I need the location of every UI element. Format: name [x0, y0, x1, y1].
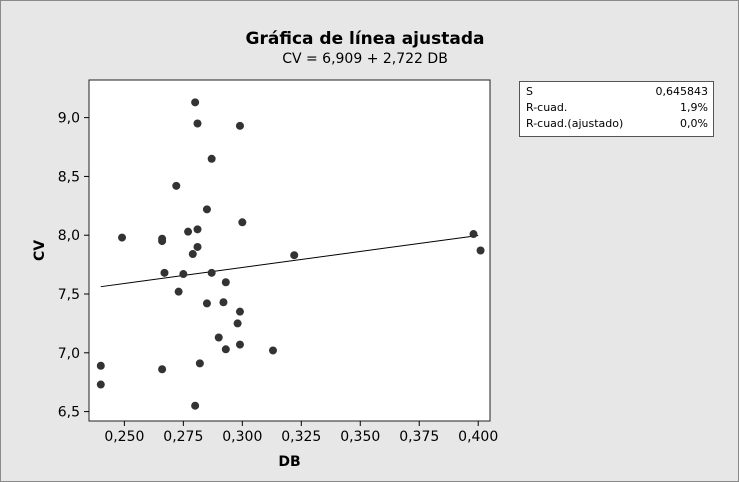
data-point — [193, 119, 202, 128]
stats-box: S 0,645843 R-cuad. 1,9% R-cuad.(ajustado… — [519, 81, 714, 137]
data-point — [184, 227, 193, 236]
data-point — [207, 154, 216, 163]
data-point — [96, 380, 105, 389]
fit-line — [100, 234, 479, 288]
data-point — [290, 251, 299, 260]
data-point — [172, 181, 181, 190]
stat-row-s: S 0,645843 — [526, 84, 708, 100]
x-tick-label: 0,275 — [163, 429, 203, 445]
data-point — [188, 250, 197, 259]
data-point — [235, 121, 244, 130]
data-point — [193, 225, 202, 234]
data-point — [221, 345, 230, 354]
chart-title: Gráfica de línea ajustada — [245, 29, 485, 49]
x-axis-label: DB — [278, 454, 300, 470]
data-point — [179, 270, 188, 279]
data-point — [469, 230, 478, 239]
stat-value: 0,0% — [680, 117, 708, 130]
data-point — [118, 233, 127, 242]
data-point — [158, 234, 167, 243]
data-point — [191, 401, 200, 410]
data-point — [202, 299, 211, 308]
y-tick-label: 7,0 — [58, 346, 80, 362]
x-tick-label: 0,250 — [104, 429, 144, 445]
stat-label: S — [526, 85, 533, 98]
data-point — [233, 319, 242, 328]
x-tick-label: 0,300 — [222, 429, 262, 445]
data-point — [207, 268, 216, 277]
stat-label: R-cuad.(ajustado) — [526, 117, 624, 130]
data-point — [158, 365, 167, 374]
y-tick-label: 8,0 — [58, 228, 80, 244]
x-tick-label: 0,325 — [281, 429, 321, 445]
data-point — [219, 298, 228, 307]
data-point — [235, 307, 244, 316]
x-tick-label: 0,350 — [340, 429, 380, 445]
stat-row-r-sq-adj: R-cuad.(ajustado) 0,0% — [526, 116, 708, 132]
plot-area — [88, 79, 491, 422]
stat-value: 1,9% — [680, 101, 708, 114]
y-tick-label: 6,5 — [58, 405, 80, 421]
y-tick-label: 7,5 — [58, 287, 80, 303]
stat-row-r-sq: R-cuad. 1,9% — [526, 100, 708, 116]
data-point — [476, 246, 485, 255]
y-tick-label: 9,0 — [58, 111, 80, 127]
data-point — [96, 361, 105, 370]
data-point — [193, 242, 202, 251]
data-point — [221, 278, 230, 287]
data-point — [191, 98, 200, 107]
y-axis-label: CV — [32, 240, 48, 261]
stat-label: R-cuad. — [526, 101, 568, 114]
stat-value: 0,645843 — [655, 85, 709, 98]
data-point — [214, 333, 223, 342]
data-point — [195, 359, 204, 368]
data-point — [174, 287, 183, 296]
data-point — [235, 340, 244, 349]
data-point — [202, 205, 211, 214]
data-point — [268, 346, 277, 355]
regression-equation: CV = 6,909 + 2,722 DB — [282, 51, 448, 67]
x-tick-label: 0,400 — [458, 429, 498, 445]
y-tick-label: 8,5 — [58, 169, 80, 185]
data-point — [238, 218, 247, 227]
data-point — [160, 268, 169, 277]
x-tick-label: 0,375 — [399, 429, 439, 445]
